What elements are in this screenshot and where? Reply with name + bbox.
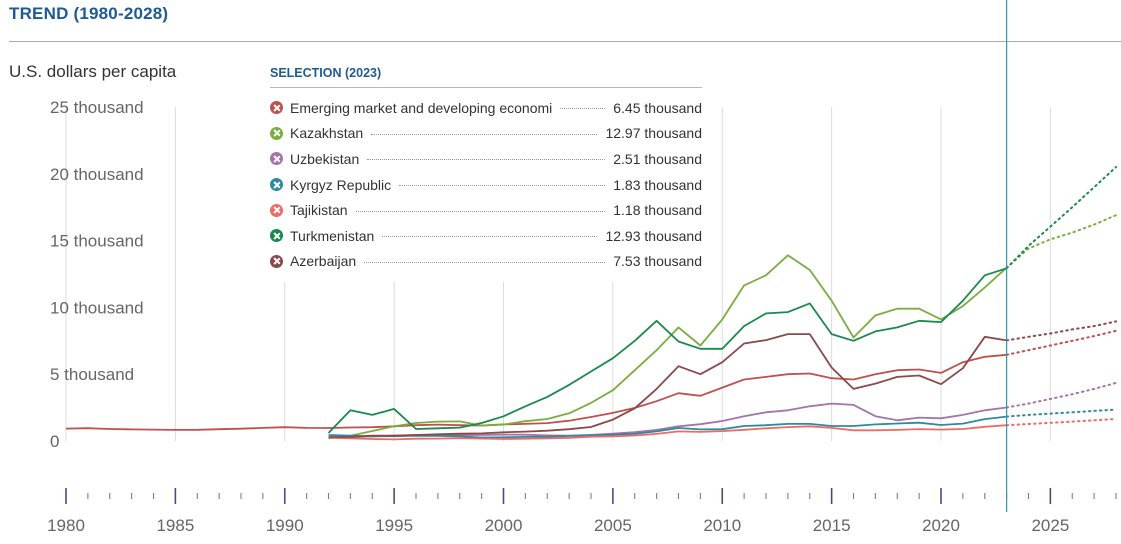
- series-lines: [65, 254, 1008, 441]
- legend-item-value: 1.83 thousand: [613, 176, 702, 193]
- legend-leader-dots: [560, 108, 606, 110]
- selection-legend: SELECTION (2023) Emerging market and dev…: [262, 62, 702, 283]
- legend-item-name: Kyrgyz Republic: [290, 176, 392, 193]
- legend-leader-dots: [399, 185, 606, 187]
- y-tick-labels: 0 5 thousand 10 thousand 15 thousand 20 thou…: [50, 98, 144, 451]
- x-tick-label: 1985: [156, 516, 194, 535]
- remove-series-icon[interactable]: [270, 126, 283, 140]
- remove-series-icon[interactable]: [270, 152, 283, 166]
- legend-leader-dots: [371, 133, 598, 135]
- legend-item-value: 6.45 thousand: [613, 99, 702, 116]
- legend-item-name: Azerbaijan: [290, 253, 357, 270]
- series-line-1[interactable]: [328, 254, 1008, 440]
- x-tick-label: 2000: [485, 516, 523, 535]
- legend-item-value: 2.51 thousand: [613, 150, 702, 167]
- legend-item[interactable]: Azerbaijan 7.53 thousand: [270, 249, 702, 275]
- chart-title: TREND (1980-2028): [9, 4, 169, 23]
- legend-item-name: Kazakhstan: [290, 125, 364, 142]
- projection-line-4: [1005, 418, 1117, 427]
- y-tick-label: 25 thousand: [50, 98, 144, 117]
- series-line-3[interactable]: [328, 415, 1007, 439]
- projection-line-6: [1005, 320, 1117, 342]
- remove-series-icon[interactable]: [270, 101, 283, 115]
- title-divider: [9, 41, 1121, 42]
- legend-leader-dots: [364, 261, 606, 263]
- x-tick-label: 1990: [266, 516, 304, 535]
- remove-series-icon[interactable]: [270, 254, 283, 268]
- legend-item-name: Tajikistan: [290, 202, 348, 219]
- x-tick-label: 2020: [922, 516, 960, 535]
- legend-item-name: Uzbekistan: [290, 150, 360, 167]
- projection-line-1: [1005, 214, 1117, 269]
- y-tick-label: 10 thousand: [50, 298, 144, 317]
- legend-item[interactable]: Turkmenistan 12.93 thousand: [270, 223, 702, 249]
- projection-lines: [1005, 166, 1117, 427]
- legend-leader-dots: [367, 159, 606, 161]
- grid-lines: [65, 107, 1051, 441]
- legend-item[interactable]: Kyrgyz Republic 1.83 thousand: [270, 172, 702, 198]
- legend-leader-dots: [355, 210, 606, 212]
- legend-item[interactable]: Kazakhstan 12.97 thousand: [270, 121, 702, 147]
- y-tick-label: 0: [50, 432, 59, 451]
- x-tick-label: 2025: [1031, 516, 1069, 535]
- legend-title: SELECTION (2023): [270, 66, 702, 88]
- legend-item[interactable]: Tajikistan 1.18 thousand: [270, 197, 702, 223]
- remove-series-icon[interactable]: [270, 203, 283, 217]
- projection-line-0: [1005, 329, 1117, 356]
- legend-list: Emerging market and developing economi 6.…: [270, 95, 702, 274]
- x-tick-label: 1980: [47, 516, 85, 535]
- y-tick-label: 5 thousand: [50, 365, 134, 384]
- series-line-0[interactable]: [65, 353, 1007, 431]
- projection-line-2: [1005, 381, 1117, 409]
- legend-item-name: Emerging market and developing economi: [290, 99, 553, 116]
- y-tick-label: 20 thousand: [50, 165, 144, 184]
- y-axis-unit-label: U.S. dollars per capita: [9, 62, 177, 81]
- x-axis: 1980 1985 1990 1995 2000 2005 2010 2015 2020 2025: [47, 488, 1117, 535]
- series-line-4[interactable]: [328, 424, 1007, 441]
- remove-series-icon[interactable]: [270, 178, 283, 192]
- legend-item-value: 12.97 thousand: [605, 125, 702, 142]
- series-line-6[interactable]: [328, 333, 1007, 438]
- x-tick-label: 2005: [594, 516, 632, 535]
- legend-item-value: 1.18 thousand: [613, 202, 702, 219]
- series-line-5[interactable]: [327, 267, 1007, 434]
- legend-item-value: 7.53 thousand: [613, 253, 702, 270]
- legend-leader-dots: [382, 236, 598, 238]
- y-tick-label: 15 thousand: [50, 232, 144, 251]
- legend-item[interactable]: Emerging market and developing economi 6.…: [270, 95, 702, 121]
- x-tick-label: 1995: [375, 516, 413, 535]
- legend-item-value: 12.93 thousand: [605, 227, 702, 244]
- x-tick-label: 2015: [813, 516, 851, 535]
- x-tick-label: 2010: [703, 516, 741, 535]
- projection-line-3: [1005, 408, 1117, 418]
- remove-series-icon[interactable]: [270, 229, 283, 243]
- legend-item-name: Turkmenistan: [290, 227, 375, 244]
- legend-item[interactable]: Uzbekistan 2.51 thousand: [270, 146, 702, 172]
